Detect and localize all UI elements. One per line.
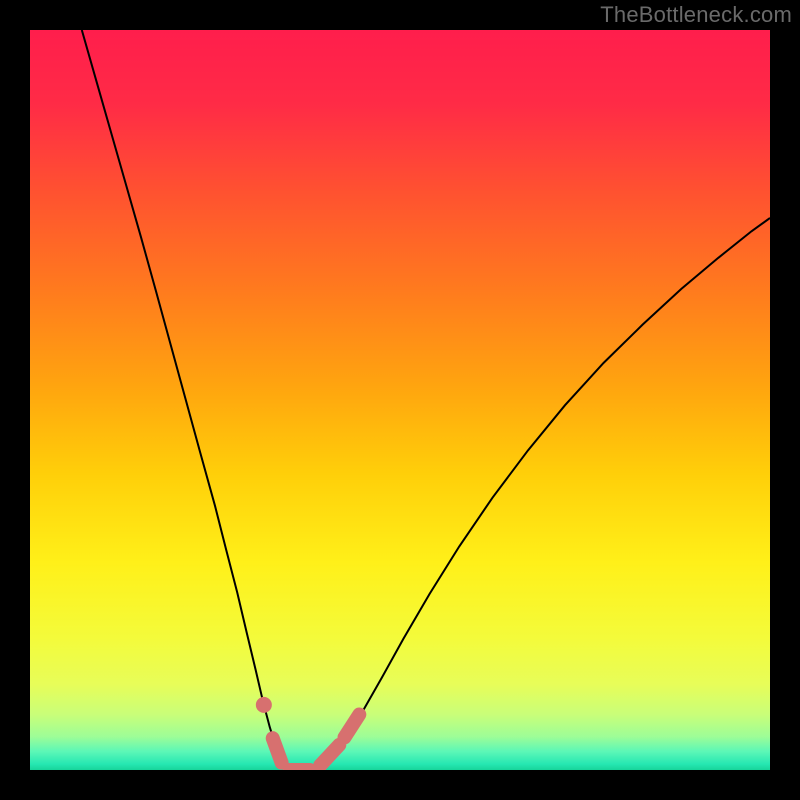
watermark-text: TheBottleneck.com xyxy=(600,2,792,28)
figure-root: TheBottleneck.com xyxy=(0,0,800,800)
curves-layer xyxy=(30,30,770,770)
dip-dot xyxy=(256,697,272,713)
dip-markers xyxy=(256,697,359,770)
curve-right xyxy=(293,218,770,770)
dip-segment-3 xyxy=(345,715,360,738)
plot-area xyxy=(30,30,770,770)
curve-left xyxy=(82,30,293,770)
dip-segment-2 xyxy=(320,745,339,766)
dip-segment-0 xyxy=(273,738,282,762)
